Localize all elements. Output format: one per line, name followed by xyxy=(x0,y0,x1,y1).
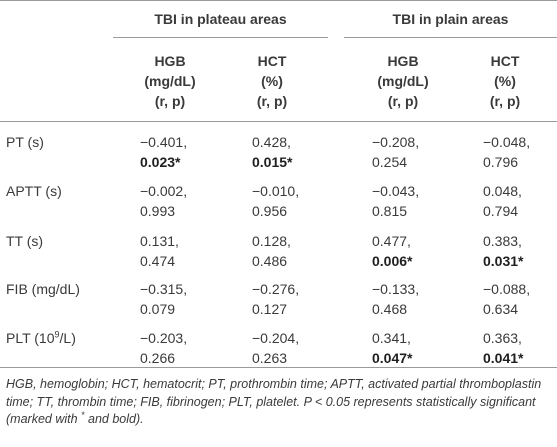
cell-p-value: 0.815 xyxy=(372,203,408,219)
table-cell: −0.088, 0.634 xyxy=(483,279,530,319)
subheader-plain-hgb: HGB (mg/dL) (r, p) xyxy=(353,51,453,111)
table-cell: −0.043, 0.815 xyxy=(372,181,419,221)
cell-r-value: −0.315, xyxy=(140,281,188,297)
subheader-line3: (r, p) xyxy=(256,93,288,109)
cell-p-value: 0.023* xyxy=(140,154,181,170)
cell-r-value: −0.043, xyxy=(372,183,420,199)
table-cell: 0.048, 0.794 xyxy=(483,181,522,221)
row-label-pt: PT (s) xyxy=(6,134,44,150)
table-cell: −0.315, 0.079 xyxy=(140,279,187,319)
table-cell: 0.383, 0.031* xyxy=(483,231,523,271)
cell-r-value: −0.204, xyxy=(252,330,300,346)
cell-r-value: −0.208, xyxy=(372,134,420,150)
caption-text: HGB, hemoglobin; HCT, hematocrit; PT, pr… xyxy=(6,377,542,426)
cell-r-value: 0.341, xyxy=(372,330,411,346)
cell-p-value: 0.127 xyxy=(252,301,288,317)
subheader-line2: (mg/dL) xyxy=(144,73,196,89)
bottom-rule xyxy=(0,367,557,368)
row-label-plt-text: PLT (10 xyxy=(6,330,55,346)
table-cell: 0.341, 0.047* xyxy=(372,328,412,368)
table-cell: −0.204, 0.263 xyxy=(252,328,299,368)
caption-text-end: and bold). xyxy=(84,412,144,426)
table-cell: −0.010, 0.956 xyxy=(252,181,299,221)
cell-p-value: 0.794 xyxy=(483,203,519,219)
cell-r-value: 0.383, xyxy=(483,233,522,249)
subheader-line2: (%) xyxy=(261,73,283,89)
cell-r-value: 0.131, xyxy=(140,233,179,249)
table-caption: HGB, hemoglobin; HCT, hematocrit; PT, pr… xyxy=(6,376,551,429)
subheader-plateau-hgb: HGB (mg/dL) (r, p) xyxy=(120,51,220,111)
cell-p-value: 0.474 xyxy=(140,253,176,269)
table-cell: 0.128, 0.486 xyxy=(252,231,291,271)
row-label-plt-suffix: /L) xyxy=(59,330,76,346)
cell-r-value: −0.088, xyxy=(483,281,531,297)
subheader-plateau-hct: HCT (%) (r, p) xyxy=(232,51,312,111)
cell-p-value: 0.031* xyxy=(483,253,524,269)
subheader-line1: HCT xyxy=(257,53,287,69)
header-rule xyxy=(0,121,557,122)
cell-p-value: 0.263 xyxy=(252,350,288,366)
cell-p-value: 0.006* xyxy=(372,253,413,269)
top-rule xyxy=(0,0,557,1)
cell-r-value: −0.276, xyxy=(252,281,300,297)
group-rule-plain xyxy=(344,37,557,38)
cell-p-value: 0.796 xyxy=(483,154,519,170)
cell-r-value: −0.002, xyxy=(140,183,188,199)
group-header-plain: TBI in plain areas xyxy=(392,11,509,27)
subheader-plain-hct: HCT (%) (r, p) xyxy=(465,51,545,111)
subheader-line2: (%) xyxy=(494,73,516,89)
group-header-plateau: TBI in plateau areas xyxy=(154,11,287,27)
subheader-line2: (mg/dL) xyxy=(377,73,429,89)
cell-r-value: 0.428, xyxy=(252,134,291,150)
cell-r-value: 0.477, xyxy=(372,233,411,249)
table-cell: −0.133, 0.468 xyxy=(372,279,419,319)
cell-p-value: 0.254 xyxy=(372,154,408,170)
table-cell: −0.048, 0.796 xyxy=(483,132,530,172)
row-label-aptt: APTT (s) xyxy=(6,183,62,199)
row-label-plt: PLT (109/L) xyxy=(6,328,76,348)
subheader-line3: (r, p) xyxy=(154,93,186,109)
row-label-tt: TT (s) xyxy=(6,233,44,249)
row-label-fib: FIB (mg/dL) xyxy=(6,281,80,297)
subheader-line3: (r, p) xyxy=(387,93,419,109)
subheader-line1: HGB xyxy=(387,53,419,69)
cell-p-value: 0.041* xyxy=(483,350,524,366)
cell-r-value: −0.203, xyxy=(140,330,188,346)
group-rule-plateau xyxy=(113,37,328,38)
table-cell: −0.002, 0.993 xyxy=(140,181,187,221)
table-cell: −0.401, 0.023* xyxy=(140,132,187,172)
cell-r-value: −0.133, xyxy=(372,281,420,297)
cell-p-value: 0.079 xyxy=(140,301,176,317)
subheader-line1: HCT xyxy=(490,53,520,69)
subheader-line1: HGB xyxy=(154,53,186,69)
row-label-plt-sup: 9 xyxy=(54,329,60,340)
cell-r-value: −0.048, xyxy=(483,134,531,150)
cell-p-value: 0.634 xyxy=(483,301,519,317)
table-cell: −0.208, 0.254 xyxy=(372,132,419,172)
cell-p-value: 0.468 xyxy=(372,301,408,317)
cell-r-value: 0.048, xyxy=(483,183,522,199)
cell-p-value: 0.266 xyxy=(140,350,176,366)
table-cell: 0.363, 0.041* xyxy=(483,328,523,368)
cell-r-value: −0.010, xyxy=(252,183,300,199)
table-cell: 0.477, 0.006* xyxy=(372,231,412,271)
cell-p-value: 0.047* xyxy=(372,350,413,366)
cell-r-value: −0.401, xyxy=(140,134,188,150)
cell-r-value: 0.128, xyxy=(252,233,291,249)
table-cell: 0.428, 0.015* xyxy=(252,132,292,172)
subheader-line3: (r, p) xyxy=(489,93,521,109)
cell-p-value: 0.956 xyxy=(252,203,288,219)
cell-p-value: 0.486 xyxy=(252,253,288,269)
cell-r-value: 0.363, xyxy=(483,330,522,346)
table-cell: 0.131, 0.474 xyxy=(140,231,179,271)
cell-p-value: 0.993 xyxy=(140,203,176,219)
table-cell: −0.276, 0.127 xyxy=(252,279,299,319)
cell-p-value: 0.015* xyxy=(252,154,293,170)
table-cell: −0.203, 0.266 xyxy=(140,328,187,368)
caption-sup: * xyxy=(81,409,85,420)
